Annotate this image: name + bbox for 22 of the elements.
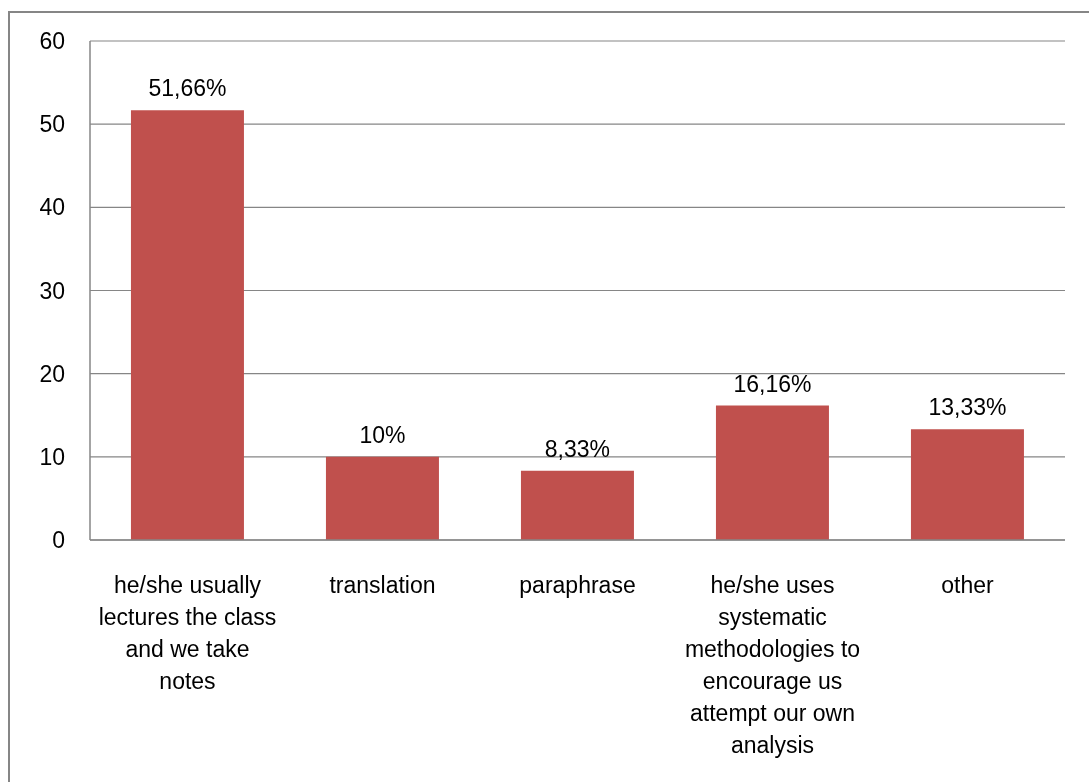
data-label: 8,33%	[544, 435, 611, 462]
bar	[325, 456, 439, 540]
y-tick-label: 60	[39, 28, 65, 55]
y-tick-label: 0	[52, 527, 65, 554]
x-tick-label: translation	[329, 572, 436, 598]
y-tick-label: 10	[39, 444, 65, 470]
data-label: 13,33%	[928, 394, 1007, 421]
y-tick-label: 40	[39, 194, 65, 221]
bar	[910, 429, 1024, 540]
bar	[130, 110, 244, 540]
x-tick-label: he/she uses systematic methodologies to encourage us attempt our own analysis	[684, 572, 861, 758]
data-label: 10%	[359, 421, 406, 448]
bar	[520, 470, 634, 540]
data-label: 16,16%	[733, 370, 812, 397]
x-tick-label: paraphrase	[519, 572, 636, 598]
x-tick-label: other	[941, 572, 995, 598]
x-tick-label: he/she usually lectures the class and we take notes	[98, 572, 277, 694]
y-tick-label: 20	[39, 360, 65, 387]
y-tick-label: 30	[39, 277, 65, 304]
bar	[715, 405, 829, 540]
y-tick-label: 50	[39, 111, 65, 138]
data-label: 51,66%	[148, 75, 227, 102]
